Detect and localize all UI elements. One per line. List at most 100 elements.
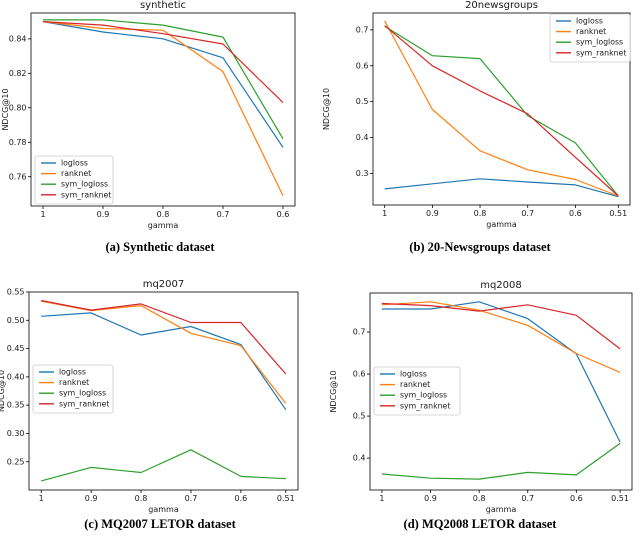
panel-mq2008: mq2008 0.4 0.5 0.6 0.7 NDCG@10 1 0.9 0.8 0.7 0.6 0.… [320, 270, 640, 540]
legend-label-logloss: logloss [576, 17, 603, 26]
chart-title: 20newsgroups [465, 0, 538, 11]
legend-label-logloss: logloss [59, 368, 86, 377]
legend-label-sym_ranknet: sym_ranknet [61, 190, 111, 199]
legend-label-sym_logloss: sym_logloss [400, 391, 447, 400]
svg-text:0.7: 0.7 [217, 210, 230, 219]
y-axis: 0.3 0.4 0.5 0.6 0.7 NDCG@10 [322, 25, 373, 178]
series-sym_ranknet-line [384, 25, 619, 197]
panel-20newsgroups: 20newsgroups 0.3 0.4 0.5 0.6 0.7 NDCG@10 1 0.9 0.… [320, 0, 640, 270]
svg-text:0.7: 0.7 [356, 25, 369, 34]
svg-text:0.6: 0.6 [234, 494, 247, 503]
series-logloss-line [381, 301, 621, 443]
x-axis-label: gamma [486, 220, 517, 229]
legend-label-ranknet: ranknet [400, 380, 430, 389]
svg-text:0.9: 0.9 [424, 494, 437, 503]
svg-text:0.6: 0.6 [277, 210, 290, 219]
svg-text:0.30: 0.30 [7, 429, 25, 438]
legend-label-sym_ranknet: sym_ranknet [576, 48, 626, 57]
chart-synthetic: synthetic 0.76 0.78 0.80 0.82 0.84 NDCG@10 1 0.9… [1, 0, 296, 230]
y-axis-label: NDCG@10 [322, 88, 331, 130]
y-axis: 0.25 0.30 0.35 0.40 0.45 0.50 0.55 NDCG@10 [0, 288, 29, 466]
svg-text:0.8: 0.8 [473, 494, 486, 503]
y-axis: 0.4 0.5 0.6 0.7 NDCG@10 [329, 328, 370, 463]
svg-text:0.7: 0.7 [521, 494, 534, 503]
legend-label-logloss: logloss [61, 159, 88, 168]
series-ranknet-line [42, 21, 284, 196]
series-sym_logloss-line [43, 19, 284, 140]
series-ranknet-line [384, 20, 619, 197]
caption-synthetic: (a) Synthetic dataset [105, 240, 215, 254]
svg-text:1: 1 [379, 494, 384, 503]
x-axis-label: gamma [148, 505, 179, 514]
svg-text:0.51: 0.51 [277, 494, 295, 503]
x-axis: 1 0.9 0.8 0.7 0.6 0.51 gamma [379, 490, 629, 514]
legend-label-ranknet: ranknet [59, 378, 89, 387]
svg-text:0.9: 0.9 [85, 494, 98, 503]
plot-frame [372, 12, 631, 206]
panel-mq2007: mq2007 0.25 0.30 0.35 0.40 0.45 0.50 0.55 NDCG@1… [0, 270, 320, 540]
svg-text:0.80: 0.80 [9, 103, 27, 112]
series-sym_logloss-line [384, 25, 619, 197]
svg-text:0.50: 0.50 [7, 316, 25, 325]
series-sym_ranknet-line [42, 21, 284, 104]
svg-text:0.6: 0.6 [353, 370, 366, 379]
series-ranknet-line [381, 301, 621, 373]
svg-text:0.55: 0.55 [7, 288, 25, 297]
legend-label-ranknet: ranknet [576, 27, 606, 36]
svg-text:0.7: 0.7 [185, 494, 198, 503]
y-axis-label: NDCG@10 [1, 88, 10, 130]
y-axis: 0.76 0.78 0.80 0.82 0.84 NDCG@10 [1, 34, 31, 181]
svg-text:0.5: 0.5 [353, 412, 366, 421]
svg-text:0.84: 0.84 [9, 34, 27, 43]
svg-text:0.8: 0.8 [474, 209, 487, 218]
series-sym_ranknet-line [381, 302, 621, 350]
svg-text:0.3: 0.3 [356, 169, 369, 178]
legend-label-sym_ranknet: sym_ranknet [59, 399, 109, 408]
caption-mq2008: (d) MQ2008 LETOR dataset [403, 517, 557, 531]
series-logloss-line [384, 178, 619, 198]
x-axis: 1 0.9 0.8 0.7 0.6 0.51 gamma [39, 490, 295, 514]
x-axis-label: gamma [486, 505, 517, 514]
svg-text:1: 1 [382, 209, 387, 218]
svg-text:0.6: 0.6 [569, 209, 582, 218]
svg-text:0.78: 0.78 [9, 138, 27, 147]
svg-text:0.4: 0.4 [353, 454, 366, 463]
svg-text:0.51: 0.51 [609, 209, 627, 218]
svg-text:0.76: 0.76 [9, 172, 27, 181]
legend-label-sym_logloss: sym_logloss [61, 180, 108, 189]
svg-text:0.82: 0.82 [9, 69, 27, 78]
legend-label-sym_ranknet: sym_ranknet [400, 401, 450, 410]
svg-text:0.5: 0.5 [356, 97, 369, 106]
svg-text:0.6: 0.6 [570, 494, 583, 503]
svg-text:0.7: 0.7 [353, 328, 366, 337]
svg-text:0.35: 0.35 [7, 401, 25, 410]
svg-text:0.45: 0.45 [7, 344, 25, 353]
legend-label-logloss: logloss [400, 370, 427, 379]
svg-text:0.51: 0.51 [611, 494, 629, 503]
x-axis: 1 0.9 0.8 0.7 0.6 gamma [40, 206, 289, 230]
chart-title: synthetic [140, 0, 186, 11]
panel-synthetic: synthetic 0.76 0.78 0.80 0.82 0.84 NDCG@10 1 0.9… [0, 0, 320, 270]
svg-text:0.9: 0.9 [97, 210, 110, 219]
series-sym_logloss-line [381, 442, 621, 480]
caption-mq2007: (c) MQ2007 LETOR dataset [84, 517, 236, 531]
chart-20newsgroups: 20newsgroups 0.3 0.4 0.5 0.6 0.7 NDCG@10 1 0.9 0.… [322, 0, 631, 229]
svg-text:0.25: 0.25 [7, 457, 25, 466]
legend-label-sym_logloss: sym_logloss [576, 38, 623, 47]
plot-frame [28, 291, 299, 491]
svg-text:0.6: 0.6 [356, 61, 369, 70]
legend-label-sym_logloss: sym_logloss [59, 389, 106, 398]
legend-label-ranknet: ranknet [61, 169, 91, 178]
svg-text:0.8: 0.8 [157, 210, 170, 219]
plot-frame [369, 292, 633, 491]
chart-mq2007: mq2007 0.25 0.30 0.35 0.40 0.45 0.50 0.55 NDCG@1… [0, 279, 299, 514]
svg-text:1: 1 [39, 494, 44, 503]
svg-text:0.9: 0.9 [426, 209, 439, 218]
svg-text:0.8: 0.8 [135, 494, 148, 503]
